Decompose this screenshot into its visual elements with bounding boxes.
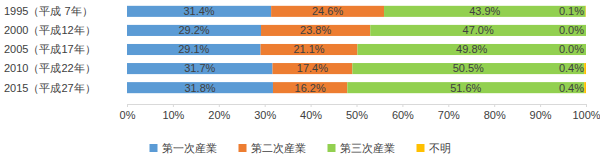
bar-segment — [273, 63, 353, 74]
tick-label: 30% — [254, 109, 276, 121]
tick-mark — [173, 104, 174, 107]
tick-mark — [402, 104, 403, 107]
tick-label: 0% — [120, 109, 136, 121]
tick: 20% — [208, 104, 230, 121]
bar-segment — [384, 6, 586, 17]
tick-label: 40% — [300, 109, 322, 121]
tick-label: 90% — [530, 109, 552, 121]
tick: 30% — [254, 104, 276, 121]
tick-label: 20% — [208, 109, 230, 121]
data-label: 17.4% — [297, 62, 328, 74]
bar-segment — [357, 44, 586, 55]
legend-label: 第二次産業 — [251, 142, 306, 154]
data-label: 23.8% — [300, 24, 331, 36]
legend-swatch — [150, 144, 158, 152]
category-labels: 1995（平成 7年） 2000（平成12年） 2005（平成17年） 2010（平成… — [4, 5, 96, 93]
tick-mark — [448, 104, 449, 107]
legend-label: 第三次産業 — [340, 142, 395, 154]
legend-swatch — [417, 144, 425, 152]
data-label: 43.9% — [469, 5, 500, 17]
bar-segment — [352, 63, 584, 74]
bar-segment — [271, 6, 384, 17]
legend-item: 不明 — [417, 142, 451, 154]
legend-label: 不明 — [429, 142, 451, 154]
data-labels: 31.4% 29.2% 29.1% 31.7% 31.8% 24.6% 23.8% 21.1%… — [178, 5, 584, 93]
legend-swatch — [239, 144, 247, 152]
x-axis: 0% 10% 20% 30% 40% 50% 60% 70% 80% 90% 100% — [120, 104, 600, 121]
tick-label: 10% — [162, 109, 184, 121]
tick: 80% — [484, 104, 506, 121]
tick-label: 60% — [392, 109, 414, 121]
chart-container: 31.4% 29.2% 29.1% 31.7% 31.8% 24.6% 23.8% 21.1%… — [0, 0, 600, 161]
bar-segment — [347, 82, 584, 93]
bar-segment — [127, 6, 271, 17]
tick-label: 80% — [484, 109, 506, 121]
tick-label: 70% — [438, 109, 460, 121]
data-label: 0.0% — [559, 24, 584, 36]
tick-label: 100% — [572, 109, 600, 121]
data-label: 31.4% — [183, 5, 214, 17]
bars — [127, 6, 586, 93]
data-label: 29.1% — [178, 43, 209, 55]
tick-mark — [265, 104, 266, 107]
bar-segment — [370, 25, 586, 36]
data-label: 31.7% — [184, 62, 215, 74]
chart-svg: 31.4% 29.2% 29.1% 31.7% 31.8% 24.6% 23.8% 21.1%… — [0, 0, 600, 161]
data-label: 0.1% — [559, 5, 584, 17]
legend-item: 第二次産業 — [239, 142, 306, 154]
axis-line — [128, 105, 587, 108]
bar-segment — [584, 82, 586, 93]
tick: 90% — [530, 104, 552, 121]
tick-mark — [357, 104, 358, 107]
legend-swatch — [328, 144, 336, 152]
bar-segment — [584, 63, 586, 74]
tick-mark — [540, 104, 541, 107]
data-label: 31.8% — [184, 82, 215, 94]
tick: 10% — [162, 104, 184, 121]
tick: 100% — [572, 104, 600, 121]
bar-segment — [586, 44, 587, 55]
category-label: 2005（平成17年） — [4, 43, 96, 55]
bar-segment — [127, 44, 261, 55]
category-label: 2010（平成22年） — [4, 62, 96, 74]
data-label: 50.5% — [453, 62, 484, 74]
tick-mark — [494, 104, 495, 107]
legend-label: 第一次産業 — [162, 142, 217, 154]
tick-mark — [219, 104, 220, 107]
data-label: 21.1% — [293, 43, 324, 55]
bar-segment — [586, 25, 587, 36]
tick: 40% — [300, 104, 322, 121]
tick: 0% — [120, 104, 136, 121]
tick: 50% — [346, 104, 368, 121]
data-label: 49.8% — [456, 43, 487, 55]
category-label: 2000（平成12年） — [4, 24, 96, 36]
bar-segment — [127, 63, 273, 74]
tick-mark — [586, 104, 587, 107]
data-label: 51.6% — [450, 82, 481, 94]
legend-item: 第三次産業 — [328, 142, 395, 154]
tick-mark — [127, 104, 128, 107]
bar-segment — [273, 82, 347, 93]
legend-item: 第一次産業 — [150, 142, 217, 154]
data-label: 0.4% — [559, 62, 584, 74]
tick: 60% — [392, 104, 414, 121]
data-label: 16.2% — [295, 82, 326, 94]
tick-mark — [311, 104, 312, 107]
bar-segment — [261, 25, 370, 36]
tick: 70% — [438, 104, 460, 121]
data-label: 0.0% — [559, 43, 584, 55]
bar-segment — [585, 6, 586, 17]
data-label: 47.0% — [463, 24, 494, 36]
tick-label: 50% — [346, 109, 368, 121]
data-label: 0.4% — [559, 82, 584, 94]
bar-segment — [127, 82, 273, 93]
category-label: 2015（平成27年） — [4, 82, 96, 94]
data-label: 24.6% — [312, 5, 343, 17]
data-label: 29.2% — [178, 24, 209, 36]
bar-segment — [127, 25, 261, 36]
category-label: 1995（平成 7年） — [4, 5, 93, 17]
legend: 第一次産業 第二次産業 第三次産業 不明 — [150, 142, 451, 154]
bar-segment — [261, 44, 358, 55]
